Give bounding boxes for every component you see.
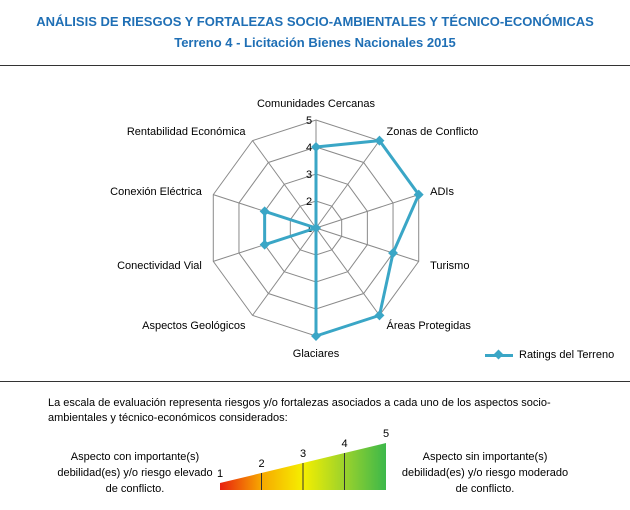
tick-label: 5 [306, 115, 312, 127]
data-point [311, 331, 321, 341]
legend-label: Ratings del Terreno [519, 349, 615, 361]
report-subtitle: Terreno 4 - Licitación Bienes Nacionales… [174, 35, 456, 50]
report-title: ANÁLISIS DE RIESGOS Y FORTALEZAS SOCIO-A… [36, 14, 594, 29]
category-label: Aspectos Geológicos [142, 320, 246, 332]
grid-spoke [252, 140, 317, 229]
tick-label: 3 [306, 169, 312, 181]
data-point [259, 206, 270, 217]
grid-spoke [315, 140, 380, 229]
category-label: Conectividad Vial [117, 260, 202, 272]
category-label: Rentabilidad Económica [127, 126, 247, 138]
scale-label: 3 [300, 448, 306, 460]
tick-label: 4 [306, 142, 312, 154]
evaluation-scale: 1 2 3 4 5 [217, 428, 389, 490]
top-divider [0, 65, 630, 66]
data-point [388, 248, 398, 258]
scale-label: 1 [217, 468, 223, 480]
data-point [259, 239, 270, 250]
grid-spoke [315, 227, 380, 316]
grid-spoke [315, 194, 419, 229]
scale-label: 5 [383, 428, 389, 440]
scale-right-text: Aspecto sin importante(s) debilidad(es) … [401, 451, 569, 495]
category-label: Zonas de Conflicto [387, 126, 479, 138]
scale-description: La escala de evaluación representa riesg… [48, 397, 551, 424]
series-line [263, 139, 421, 338]
category-label: Áreas Protegidas [387, 319, 472, 332]
grid-spoke [315, 227, 419, 262]
category-label: Glaciares [293, 348, 340, 360]
category-label: Comunidades Cercanas [257, 98, 376, 110]
report-header: ANÁLISIS DE RIESGOS Y FORTALEZAS SOCIO-A… [0, 0, 630, 64]
grid-spoke [252, 227, 317, 316]
data-point [374, 310, 385, 321]
legend-line-icon [485, 349, 513, 361]
bottom-divider [0, 381, 630, 382]
scale-label: 4 [341, 438, 347, 450]
tick-label: 2 [306, 196, 312, 208]
category-label: ADIs [430, 186, 454, 198]
data-point [311, 223, 321, 233]
scale-left-text: Aspecto con importante(s) debilidad(es) … [57, 451, 213, 495]
scale-label: 2 [258, 458, 264, 470]
data-point [311, 142, 321, 152]
category-label: Turismo [430, 260, 469, 272]
chart-legend: Ratings del Terreno [485, 349, 614, 361]
category-label: Conexión Eléctrica [110, 186, 203, 198]
